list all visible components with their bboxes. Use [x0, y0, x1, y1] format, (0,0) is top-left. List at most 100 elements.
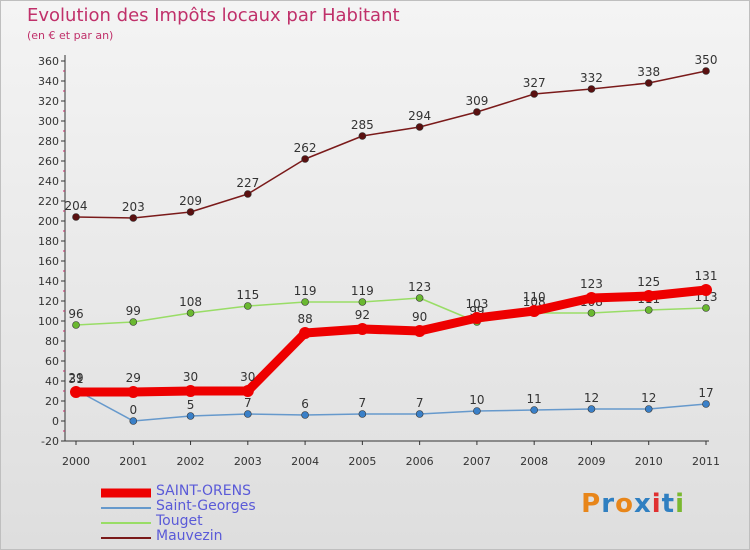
data-label: 11: [527, 392, 542, 406]
y-tick-label: 340: [38, 75, 59, 88]
data-label: 125: [637, 275, 660, 289]
x-tick-label: 2001: [119, 455, 147, 468]
data-point: [301, 411, 309, 419]
y-tick-label: 180: [38, 235, 59, 248]
legend-label: Touget: [156, 513, 203, 529]
data-point: [528, 305, 541, 317]
x-tick-label: 2011: [692, 455, 720, 468]
data-label: 12: [584, 391, 599, 405]
x-tick-label: 2009: [577, 455, 605, 468]
data-point: [301, 155, 309, 163]
data-point: [413, 325, 426, 337]
y-tick-label: 280: [38, 135, 59, 148]
data-label: 123: [580, 277, 603, 291]
data-point: [299, 327, 312, 339]
chart-title: Evolution des Impôts locaux par Habitant: [27, 5, 400, 26]
data-point: [129, 417, 138, 425]
data-label: 30: [183, 370, 198, 384]
data-point: [127, 386, 140, 398]
data-label: 90: [412, 310, 427, 324]
y-tick-label: 120: [38, 295, 59, 308]
y-tick-label: 240: [38, 175, 59, 188]
data-label: 6: [301, 397, 309, 411]
data-label: 7: [416, 396, 424, 410]
data-label: 204: [65, 199, 88, 213]
data-point: [358, 132, 367, 140]
y-tick-label: 20: [45, 395, 59, 408]
data-label: 108: [179, 295, 202, 309]
data-point: [585, 292, 598, 304]
data-point: [72, 321, 80, 329]
x-tick-label: 2005: [348, 455, 376, 468]
data-label: 17: [698, 386, 713, 400]
data-label: 227: [236, 176, 259, 190]
y-tick-label: 260: [38, 155, 59, 168]
data-label: 5: [187, 398, 195, 412]
y-tick-label: 100: [38, 315, 59, 328]
series-line-touget: [75, 297, 707, 326]
x-tick-label: 2006: [406, 455, 434, 468]
y-tick-label: 160: [38, 255, 59, 268]
x-tick-label: 2004: [291, 455, 319, 468]
data-label: 119: [294, 284, 317, 298]
data-point: [244, 190, 252, 198]
data-label: 12: [641, 391, 656, 405]
series-line-saint-orens: [71, 285, 711, 397]
data-point: [415, 410, 424, 418]
x-tick-label: 2008: [520, 455, 548, 468]
series-line-mauvezin: [75, 70, 707, 219]
y-tick-label: -20: [41, 435, 59, 448]
data-point: [473, 108, 481, 116]
data-point: [70, 386, 82, 398]
data-label: 31: [68, 372, 83, 386]
legend-label: Mauvezin: [156, 528, 223, 544]
logo-letter: x: [633, 489, 652, 519]
data-point: [186, 208, 195, 216]
legend-swatch: [101, 536, 151, 539]
y-tick-label: 300: [38, 115, 59, 128]
data-point: [702, 304, 710, 312]
data-label: 0: [129, 403, 137, 417]
y-tick-label: 220: [38, 195, 59, 208]
data-point: [241, 385, 254, 397]
y-tick-label: 320: [38, 95, 59, 108]
data-point: [301, 298, 309, 306]
data-label: 327: [523, 76, 546, 90]
data-point: [644, 306, 653, 314]
data-label: 119: [351, 284, 374, 298]
logo-letter: o: [615, 489, 634, 519]
y-tick-label: 140: [38, 275, 59, 288]
data-label: 285: [351, 118, 374, 132]
data-label: 338: [637, 65, 660, 79]
data-point: [415, 294, 424, 302]
proxiti-logo: Proxiti: [581, 489, 685, 519]
data-label: 30: [240, 370, 255, 384]
logo-letter: r: [601, 489, 616, 519]
legend-swatch: [101, 488, 151, 497]
data-point: [184, 385, 197, 397]
data-label: 123: [408, 280, 431, 294]
data-label: 309: [465, 94, 488, 108]
legend-swatch: [101, 521, 151, 524]
data-label: 99: [126, 304, 141, 318]
data-label: 131: [695, 269, 718, 283]
data-label: 29: [68, 371, 83, 385]
logo-letter: t: [661, 489, 676, 519]
y-tick-label: 80: [45, 335, 59, 348]
legend-label: Saint-Georges: [156, 498, 256, 514]
data-point: [186, 412, 195, 420]
x-tick-label: 2007: [463, 455, 491, 468]
series-line-saint-georges: [75, 389, 707, 422]
data-label: 103: [465, 297, 488, 311]
data-point: [644, 405, 653, 413]
data-label: 350: [695, 53, 718, 67]
data-point: [530, 406, 538, 414]
x-tick-label: 2002: [177, 455, 205, 468]
data-point: [473, 407, 481, 415]
data-point: [358, 298, 367, 306]
data-point: [587, 85, 596, 93]
legend-label: SAINT-ORENS: [156, 483, 251, 499]
data-label: 96: [68, 307, 83, 321]
y-tick-label: 0: [52, 415, 59, 428]
